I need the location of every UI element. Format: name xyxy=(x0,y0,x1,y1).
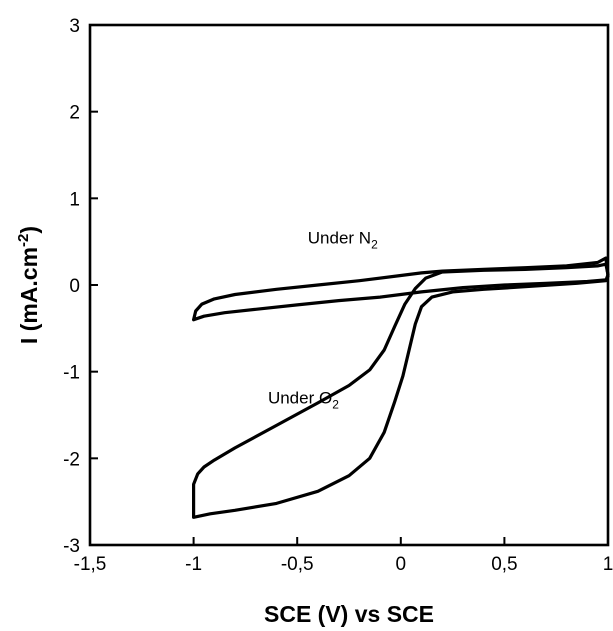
x-tick-label: 0,5 xyxy=(491,554,517,575)
y-axis-title-close: ) xyxy=(16,226,42,234)
annotation-2: Under O2 xyxy=(268,389,339,412)
y-tick-label: -2 xyxy=(63,449,80,470)
curves-layer xyxy=(192,256,610,519)
x-tick-label: -1 xyxy=(185,554,202,575)
annotations-layer: Under N2 Under O2 xyxy=(268,228,378,411)
y-axis-title-sup: -2 xyxy=(15,234,32,247)
y-axis-title-main: I (mA.cm xyxy=(16,247,42,344)
x-tick-label: -1,5 xyxy=(74,554,107,575)
series-line-1 xyxy=(192,256,610,322)
x-tick-label: 1 xyxy=(603,554,613,575)
series-line-2 xyxy=(192,262,610,519)
x-tick-label: -0,5 xyxy=(281,554,314,575)
y-tick-label: 0 xyxy=(69,276,80,297)
y-tick-label: 1 xyxy=(69,189,80,210)
y-tick-label: 3 xyxy=(69,16,80,37)
y-tick-label: -3 xyxy=(63,536,80,557)
ticks-layer: -1,5 -1 -0,5 0 0,5 1 -3 -2 -1 0 1 2 3 xyxy=(63,16,613,575)
annotation-1: Under N2 xyxy=(308,228,378,251)
y-tick-label: 2 xyxy=(69,103,80,124)
x-axis-title: SCE (V) vs SCE xyxy=(264,601,434,627)
y-tick-label: -1 xyxy=(63,363,80,384)
y-axis-title: I (mA.cm-2) xyxy=(15,226,42,344)
x-tick-label: 0 xyxy=(396,554,407,575)
